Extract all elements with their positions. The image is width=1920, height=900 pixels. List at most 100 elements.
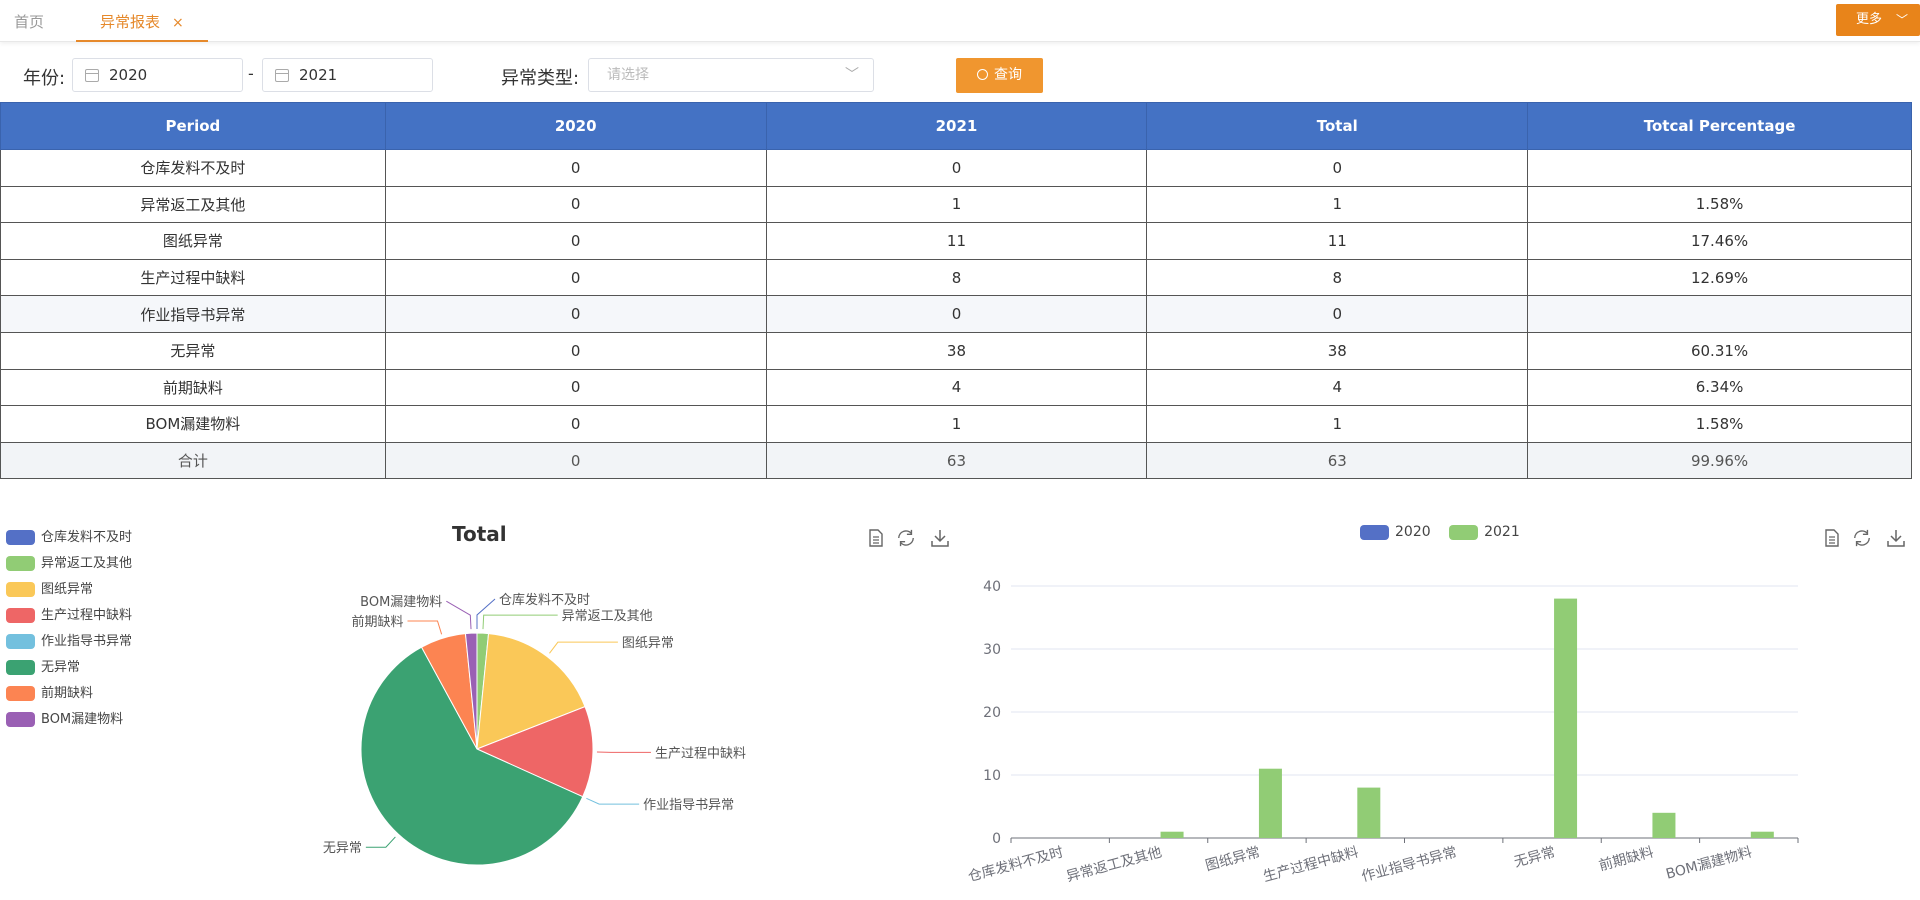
table-cell: 63 [765, 441, 1148, 480]
pie-slice-label: 前期缺料 [351, 614, 403, 630]
bar-legend: 2020 2021 [1360, 524, 1534, 540]
y-tick-label: 30 [983, 642, 1001, 658]
table-cell: 60.31% [1527, 331, 1912, 370]
legend-item[interactable]: 2021 [1449, 524, 1520, 540]
pie-slice-label: 作业指导书异常 [643, 798, 734, 813]
pie-slice [360, 646, 584, 866]
restore-icon[interactable] [1852, 528, 1872, 548]
pie-label-line [549, 641, 618, 654]
pie-slice [475, 705, 594, 798]
table-row: 前期缺料 0 4 4 6.34% [0, 368, 1912, 407]
y-tick-label: 40 [983, 579, 1001, 595]
exception-type-select[interactable]: 请选择 ﹀ [588, 58, 874, 92]
table-total-row: 合计 0 63 63 99.96% [0, 441, 1912, 480]
table-cell [1527, 295, 1912, 333]
data-view-icon[interactable] [1822, 528, 1842, 548]
legend-label: 无异常 [41, 660, 81, 675]
table-cell: 0 [765, 295, 1148, 333]
chevron-down-icon: ﹀ [1895, 13, 1908, 27]
close-icon[interactable]: × [172, 15, 184, 31]
pie-legend: 仓库发料不及时 异常返工及其他 图纸异常 生产过程中缺料 作业指导书异常 无异常… [6, 526, 132, 734]
bar [1750, 831, 1774, 838]
pie-chart-title: Total [452, 522, 507, 546]
table-header-row: Period 2020 2021 Total Totcal Percentage [0, 102, 1912, 150]
legend-item[interactable]: BOM漏建物料 [6, 708, 132, 734]
table-cell: 1 [1146, 185, 1529, 224]
legend-item[interactable]: 异常返工及其他 [6, 552, 132, 578]
pie-slice-label: 异常返工及其他 [562, 609, 653, 624]
x-tick-label: 无异常 [1512, 844, 1557, 870]
legend-item[interactable]: 生产过程中缺料 [6, 604, 132, 630]
legend-label: 仓库发料不及时 [41, 530, 133, 545]
chevron-down-icon: ﹀ [845, 67, 859, 83]
legend-swatch [6, 582, 35, 597]
legend-item[interactable]: 图纸异常 [6, 578, 132, 604]
legend-item[interactable]: 2020 [1360, 524, 1431, 540]
y-tick-label: 10 [983, 768, 1001, 784]
search-icon [977, 69, 988, 80]
query-button[interactable]: 查询 [956, 58, 1043, 93]
year-to-value: 2021 [299, 66, 338, 84]
restore-icon[interactable] [896, 528, 916, 548]
table-cell: 1.58% [1527, 405, 1912, 443]
pie-label-line [446, 600, 472, 630]
legend-item[interactable]: 无异常 [6, 656, 132, 682]
legend-swatch [6, 608, 35, 623]
tab-home[interactable]: 首页 [14, 13, 45, 31]
table-cell: 0 [384, 222, 767, 260]
column-header[interactable]: 2020 [384, 102, 767, 150]
table-cell: 0 [1146, 149, 1529, 187]
legend-item[interactable]: 前期缺料 [6, 682, 132, 708]
table-cell: 0 [384, 368, 767, 407]
pie-label-line [407, 620, 443, 635]
pie-label-line [476, 598, 496, 629]
more-button[interactable]: 更多 ﹀ [1836, 4, 1920, 36]
x-tick-label: 作业指导书异常 [1360, 844, 1459, 885]
table-cell: 63 [1146, 441, 1529, 480]
legend-item[interactable]: 作业指导书异常 [6, 630, 132, 656]
column-header[interactable]: Period [0, 102, 386, 150]
year-to-picker[interactable]: 2021 [262, 58, 433, 92]
column-header[interactable]: Totcal Percentage [1527, 102, 1912, 150]
download-icon[interactable] [1886, 528, 1906, 548]
table-cell: 4 [765, 368, 1148, 407]
pie-label-line [586, 797, 640, 805]
bar [1160, 831, 1184, 838]
exception-type-placeholder: 请选择 [607, 67, 649, 83]
legend-label: 图纸异常 [41, 582, 94, 597]
legend-swatch [6, 660, 35, 675]
table-cell: 8 [765, 258, 1148, 297]
bar [1652, 812, 1676, 838]
table-row: 异常返工及其他 0 1 1 1.58% [0, 185, 1912, 224]
table-cell: 11 [1146, 222, 1529, 260]
table-cell: 0 [384, 295, 767, 333]
legend-label: 前期缺料 [41, 686, 94, 701]
legend-swatch [6, 634, 35, 649]
table-cell: 0 [384, 149, 767, 187]
download-icon[interactable] [930, 528, 950, 548]
table-cell: 1 [1146, 405, 1529, 443]
legend-label: 作业指导书异常 [41, 634, 133, 649]
table-cell [1527, 149, 1912, 187]
legend-item[interactable]: 仓库发料不及时 [6, 526, 132, 552]
legend-label: 异常返工及其他 [41, 556, 133, 571]
table-cell: 6.34% [1527, 368, 1912, 407]
data-view-icon[interactable] [866, 528, 886, 548]
legend-swatch [1360, 524, 1389, 540]
table-cell: BOM漏建物料 [0, 405, 386, 443]
column-header[interactable]: 2021 [765, 102, 1148, 150]
column-header[interactable]: Total [1146, 102, 1529, 150]
bar [1258, 768, 1282, 838]
table-row: 生产过程中缺料 0 8 8 12.69% [0, 258, 1912, 297]
legend-swatch [6, 686, 35, 701]
year-from-picker[interactable]: 2020 [72, 58, 243, 92]
tab-exception-report[interactable]: 异常报表 × [76, 0, 208, 42]
exception-type-label: 异常类型: [501, 68, 580, 89]
table-cell: 0 [384, 405, 767, 443]
year-from-value: 2020 [109, 66, 148, 84]
table-cell: 合计 [0, 441, 386, 480]
year-label: 年份: [23, 68, 66, 89]
more-button-label: 更多 [1856, 12, 1883, 27]
pie-slice [464, 632, 478, 750]
